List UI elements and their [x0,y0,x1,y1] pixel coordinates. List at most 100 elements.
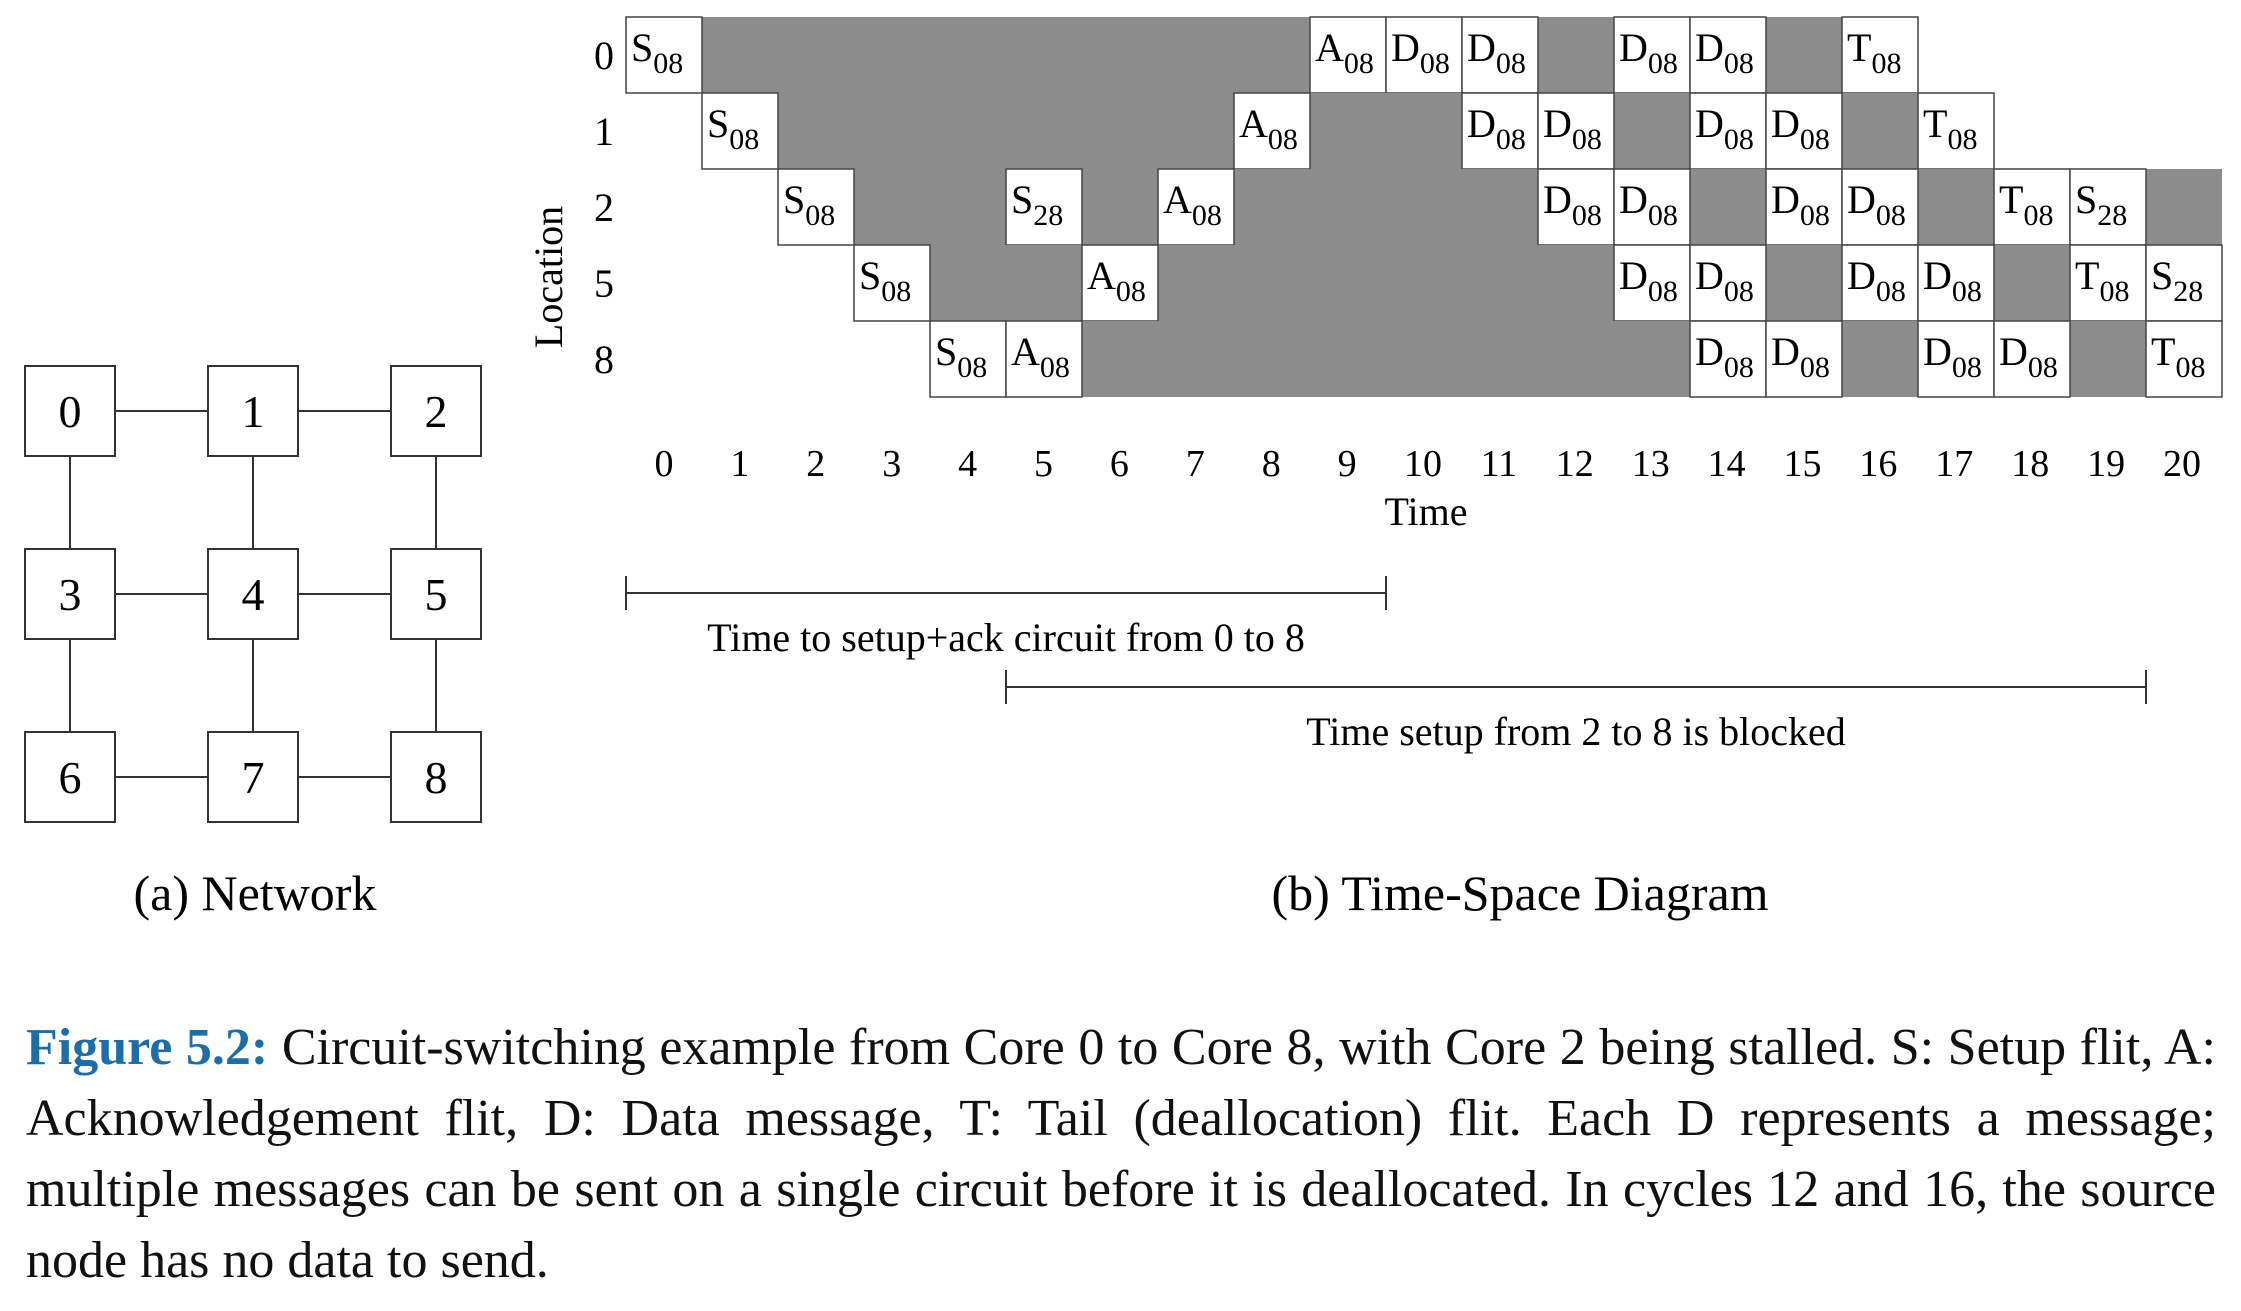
network-node-label: 2 [425,386,448,437]
busy-region [1842,321,1918,397]
flit-subscript: 08 [1192,199,1222,232]
flit-cell [2145,320,2223,398]
busy-region [1234,169,1538,245]
flit-subscript: 08 [653,47,683,80]
flit-subscript: 08 [1496,47,1526,80]
network-node [207,548,299,640]
flit-cell [1081,244,1159,322]
busy-region [1082,169,1158,245]
time-tick-label: 11 [1481,443,1518,485]
busy-region [1614,93,1690,169]
flit-cell [1461,16,1539,94]
busy-region [1994,245,2070,321]
busy-region [1538,17,1614,93]
busy-region [1158,245,1614,321]
flit-cell [1613,16,1691,94]
flit-cell [701,92,779,170]
time-tick-label: 4 [958,443,977,485]
span-label: Time to setup+ack circuit from 0 to 8 [707,615,1305,660]
flit-cell [777,168,855,246]
network-node [207,365,299,457]
time-tick-label: 15 [1784,443,1822,485]
flit-subscript: 28 [2097,199,2127,232]
flit-cell [853,244,931,322]
network-node-label: 4 [242,569,265,620]
flit-subscript: 08 [1876,199,1906,232]
network-node-label: 1 [242,386,265,437]
flit-subscript: 08 [881,275,911,308]
busy-region [854,169,1006,245]
flit-subscript: 08 [729,123,759,156]
time-tick-label: 19 [2087,443,2125,485]
flit-subscript: 08 [805,199,835,232]
busy-region [930,245,1082,321]
flit-cell [1613,168,1691,246]
busy-region [702,17,1310,93]
flit-cell [1461,92,1539,170]
flit-cell [929,320,1007,398]
location-axis-label: Location [526,206,571,348]
network-panel-label: (a) Network [134,865,377,921]
time-tick-label: 5 [1034,443,1053,485]
busy-region [2070,321,2146,397]
flit-subscript: 08 [1572,123,1602,156]
network-node [390,365,482,457]
busy-region [1842,93,1918,169]
time-tick-label: 14 [1708,443,1746,485]
network-node [390,548,482,640]
flit-cell [1917,92,1995,170]
busy-region [778,93,1234,169]
time-tick-label: 6 [1110,443,1129,485]
flit-cell [625,16,703,94]
flit-subscript: 08 [1648,275,1678,308]
network-node-label: 7 [242,752,265,803]
flit-subscript: 08 [1800,351,1830,384]
network-node [24,548,116,640]
span-label: Time setup from 2 to 8 is blocked [1306,709,1846,754]
flit-cell [1765,92,1843,170]
network-node-label: 8 [425,752,448,803]
network-diagram: 0 1 2 3 4 5 6 7 8 [24,365,482,823]
network-node [24,731,116,823]
time-axis-label: Time [1384,489,1467,534]
flit-subscript: 28 [1033,199,1063,232]
flit-cell [1689,244,1767,322]
flit-cell [1613,244,1691,322]
flit-subscript: 08 [2175,351,2205,384]
flit-subscript: 08 [1268,123,1298,156]
flit-cell [1005,320,1083,398]
time-tick-label: 0 [655,443,674,485]
time-tick-label: 16 [1859,443,1897,485]
flit-cell [1689,16,1767,94]
location-label: 5 [594,261,614,306]
time-tick-label: 20 [2163,443,2201,485]
flit-subscript: 08 [1871,47,1901,80]
flit-label: D08 [1543,177,1602,232]
flit-subscript: 08 [1496,123,1526,156]
flit-subscript: 08 [1344,47,1374,80]
time-tick-label: 1 [730,443,749,485]
flit-cell [1841,244,1919,322]
network-node [207,731,299,823]
time-tick-label: 9 [1338,443,1357,485]
busy-region [1918,169,1994,245]
flit-subscript: 08 [1800,123,1830,156]
flit-subscript: 08 [1724,47,1754,80]
time-space-panel-label: (b) Time-Space Diagram [1271,865,1768,921]
time-tick-label: 7 [1186,443,1205,485]
flit-cell [1689,92,1767,170]
busy-region [1082,321,1690,397]
flit-subscript: 08 [1116,275,1146,308]
location-label: 1 [594,109,614,154]
flit-cell [1005,168,1083,246]
busy-region [1766,245,1842,321]
location-label: 2 [594,185,614,230]
network-node-label: 6 [59,752,82,803]
figure: 0 1 23 4 56 7 8 (a) Network 0 S08 A08 D08 D08 D08 D0… [24,16,2223,921]
time-tick-label: 10 [1404,443,1442,485]
time-tick-label: 2 [806,443,825,485]
flit-cell [1917,320,1995,398]
flit-cell [1841,16,1919,94]
flit-subscript: 08 [2028,351,2058,384]
